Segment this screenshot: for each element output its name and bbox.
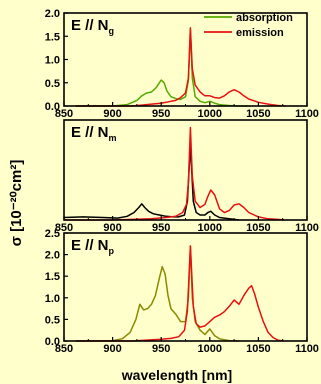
- y-tick-label: 1.0: [45, 293, 60, 305]
- panel-2: 850 900 950 1000 1050 1100 E // Nm: [55, 119, 319, 234]
- panel-label-main: E // N: [71, 17, 109, 34]
- panel-1: 850 900 950 1000 1050 1100 0.0 0.5 1.0 1.5 2.0 E //…: [45, 8, 319, 120]
- panel-label: E // Ng: [71, 17, 114, 36]
- panels: 850 900 950 1000 1050 1100 0.0 0.5 1.0 1.5 2.0 E //…: [45, 8, 319, 355]
- y-tick-label: 2.5: [45, 228, 60, 240]
- panel-label-main: E // N: [71, 237, 109, 254]
- y-tick-label: 1.0: [45, 55, 60, 67]
- x-tick-label: 1050: [246, 222, 270, 234]
- panel-label-subscript: g: [109, 26, 115, 36]
- y-tick-label: 0.5: [45, 314, 60, 326]
- y-tick-label: 2.0: [45, 250, 60, 262]
- x-tick-label: 950: [152, 222, 170, 234]
- y-tick-label: 0.0: [45, 101, 60, 113]
- x-axis-label: wavelength [nm]: [121, 367, 232, 383]
- y-tick-label: 1.5: [45, 271, 60, 283]
- y-axis-label: σ [10⁻²⁰cm²]: [8, 160, 25, 247]
- panel-label-subscript: m: [109, 133, 117, 143]
- x-tick-label: 850: [55, 108, 73, 120]
- panel-label: E // Np: [71, 237, 115, 256]
- y-tick-label: 2.0: [45, 8, 60, 20]
- x-tick-label: 900: [103, 108, 121, 120]
- series-line-emission: [75, 245, 284, 342]
- x-tick-label: 1050: [246, 343, 270, 355]
- x-tick-label: 1000: [198, 222, 222, 234]
- y-tick-label: 0.5: [45, 78, 60, 90]
- panel-label: E // Nm: [71, 124, 117, 143]
- legend: absorption emission: [204, 12, 293, 39]
- legend-label-emission: emission: [236, 27, 284, 39]
- series-line-absorption: [75, 245, 240, 342]
- x-tick-label: 1100: [295, 222, 319, 234]
- panel-3: 850 900 950 1000 1050 1100 0.0 0.5 1.0 1.5 2.0 2.5 E…: [45, 228, 319, 355]
- series-line-emission: [64, 126, 284, 221]
- x-tick-label: 900: [103, 222, 121, 234]
- y-tick-label: 0.0: [45, 336, 60, 348]
- x-tick-label: 1100: [295, 343, 319, 355]
- panel-label-main: E // N: [71, 124, 109, 141]
- x-tick-label: 1100: [295, 108, 319, 120]
- x-tick-label: 900: [103, 343, 121, 355]
- series-line-emission: [75, 27, 286, 107]
- series-line-absorption: [75, 28, 249, 107]
- x-tick-label: 1050: [246, 108, 270, 120]
- x-tick-label: 950: [152, 108, 170, 120]
- y-tick-label: 1.5: [45, 31, 60, 43]
- x-tick-label: 1000: [198, 343, 222, 355]
- x-tick-label: 950: [152, 343, 170, 355]
- x-tick-label: 850: [55, 222, 73, 234]
- x-tick-label: 850: [55, 343, 73, 355]
- x-tick-label: 1000: [198, 108, 222, 120]
- legend-label-absorption: absorption: [236, 12, 293, 24]
- panel-label-subscript: p: [109, 246, 115, 256]
